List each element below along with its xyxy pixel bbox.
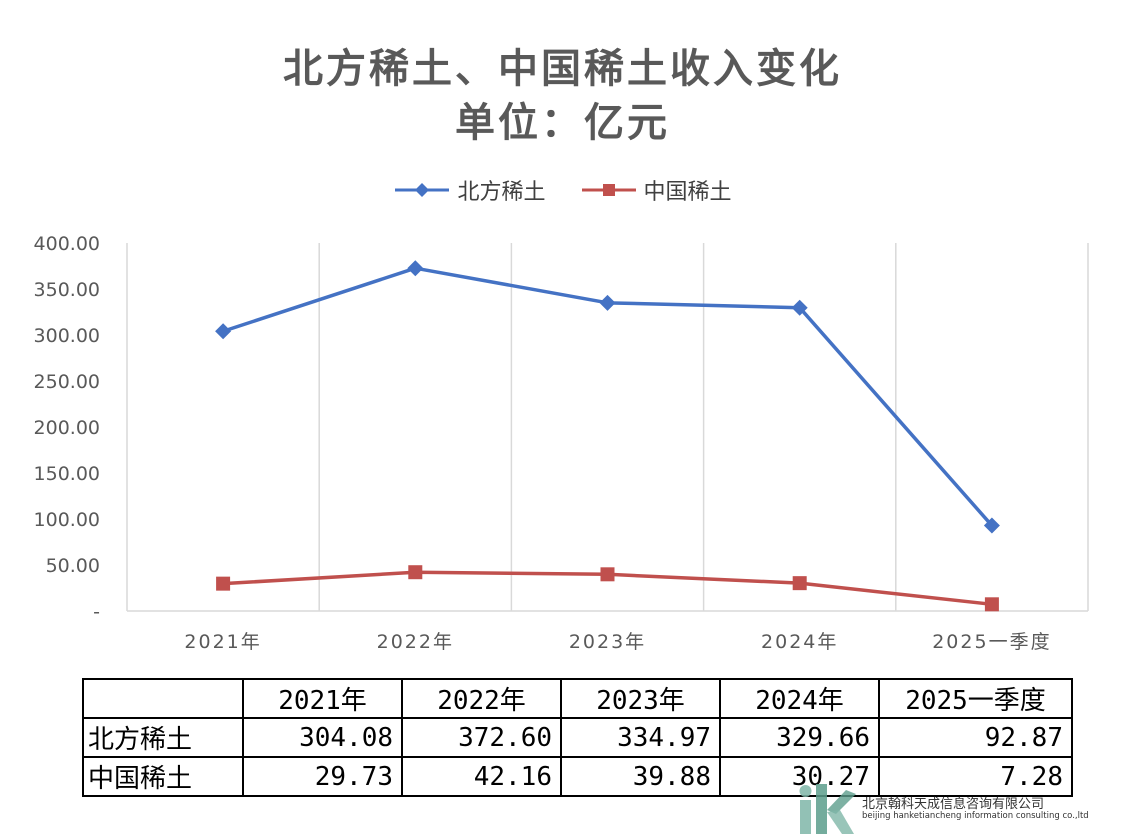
x-tick-label: 2021年 (184, 631, 261, 653)
line-chart: - 50.00 100.00 150.00 200.00 250.00 300.00 350.… (34, 233, 1089, 653)
x-tick-label: 2023年 (569, 631, 646, 653)
table-header-row: 2021年 2022年 2023年 2024年 2025一季度 (82, 678, 1073, 719)
table-header-cell (82, 678, 244, 719)
table-row: 北方稀土 304.08 372.60 334.97 329.66 92.87 (82, 717, 1073, 758)
y-tick-label: 200.00 (34, 417, 100, 439)
square-marker-icon (580, 180, 638, 200)
y-tick-label: 150.00 (34, 463, 100, 485)
y-tick-label: 250.00 (34, 371, 100, 393)
x-tick-label: 2024年 (761, 631, 838, 653)
y-tick-label: - (93, 601, 100, 623)
company-logo-icon (799, 784, 856, 834)
data-point-series-1 (791, 299, 808, 316)
data-point-series-2 (408, 565, 423, 580)
table-cell: 304.08 (242, 717, 403, 758)
y-tick-label: 300.00 (34, 325, 100, 347)
y-tick-label: 50.00 (46, 555, 100, 577)
data-point-series-2 (792, 576, 807, 591)
data-table: 2021年 2022年 2023年 2024年 2025一季度 北方稀土 304… (82, 678, 1073, 797)
table-header-cell: 2022年 (401, 678, 562, 719)
table-cell: 334.97 (560, 717, 721, 758)
watermark-company-english: beijing hanketiancheng information consu… (862, 811, 1089, 821)
legend-label-series-1: 北方稀土 (457, 180, 546, 205)
legend-label-series-2: 中国稀土 (643, 180, 732, 205)
table-cell: 42.16 (401, 756, 562, 797)
table-header-cell: 2024年 (719, 678, 880, 719)
watermark-company-name: 北京翰科天成信息咨询有限公司 (862, 797, 1045, 812)
table-cell: 329.66 (719, 717, 880, 758)
table-cell: 372.60 (401, 717, 562, 758)
legend-item-series-1: 北方稀土 (393, 174, 546, 206)
table-row: 中国稀土 29.73 42.16 39.88 30.27 7.28 (82, 756, 1073, 797)
watermark: 北京翰科天成信息咨询有限公司 beijing hanketiancheng in… (796, 780, 1096, 836)
table-cell: 92.87 (878, 717, 1073, 758)
data-point-series-1 (407, 260, 424, 277)
legend-item-series-2: 中国稀土 (580, 174, 732, 206)
table-cell: 7.28 (878, 756, 1073, 797)
table-header-cell: 2025一季度 (878, 678, 1073, 719)
diamond-marker-icon (393, 180, 451, 200)
data-point-series-1 (983, 517, 1000, 534)
chart-subtitle: 单位：亿元 (455, 100, 670, 146)
data-point-series-2 (600, 567, 615, 582)
chart-legend: 北方稀土 中国稀土 (0, 174, 1125, 206)
y-tick-label: 400.00 (34, 233, 100, 255)
table-header-cell: 2021年 (242, 678, 403, 719)
data-point-series-1 (599, 294, 616, 311)
table-row-label: 中国稀土 (82, 756, 244, 797)
table-cell: 29.73 (242, 756, 403, 797)
data-point-series-2 (984, 597, 999, 612)
table-row-label: 北方稀土 (82, 717, 244, 758)
y-tick-label: 350.00 (34, 279, 100, 301)
chart-title: 北方稀土、中国稀土收入变化 (283, 46, 842, 92)
table-cell: 39.88 (560, 756, 721, 797)
data-point-series-2 (216, 576, 231, 591)
x-tick-label: 2022年 (377, 631, 454, 653)
y-tick-label: 100.00 (34, 509, 100, 531)
data-point-series-1 (215, 323, 232, 340)
x-tick-label: 2025一季度 (932, 631, 1051, 653)
table-header-cell: 2023年 (560, 678, 721, 719)
